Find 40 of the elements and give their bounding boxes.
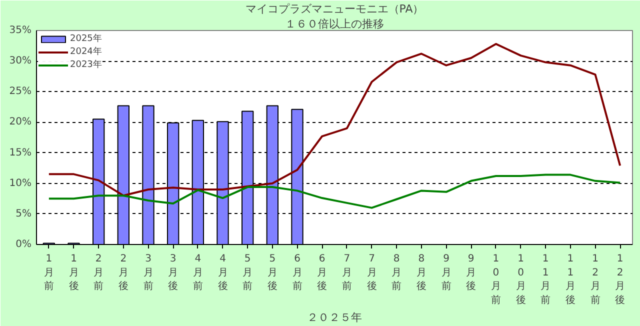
x-tick-label: 6月後 [317, 254, 328, 292]
chart-subtitle: １６０倍以上の推移 [285, 18, 384, 30]
x-tick-label: 6月前 [292, 254, 302, 292]
y-tick-label: 10% [9, 178, 32, 189]
x-tick-label: 1月前 [44, 254, 54, 292]
x-tick-label: 2月前 [94, 254, 104, 292]
x-tick-label: 12月前 [590, 254, 600, 306]
x-tick-label: 5月前 [242, 254, 253, 292]
x-axis-title: ２０２５年 [307, 310, 362, 324]
y-tick-label: 30% [9, 56, 32, 67]
x-tick-label: 11月前 [540, 254, 551, 306]
legend-label: 2023年 [70, 58, 102, 71]
y-tick-label: 35% [9, 25, 32, 36]
x-tick-label: 7月後 [366, 254, 377, 292]
x-tick-label: 11月後 [565, 254, 576, 306]
x-tick-label: 5月後 [267, 254, 278, 292]
chart-title: マイコプラズマニューモニエ（PA） [245, 2, 424, 16]
x-tick-label: 7月前 [342, 254, 352, 292]
x-tick-label: 8月前 [392, 254, 402, 292]
y-tick-label: 25% [9, 86, 32, 98]
y-tick-label: 15% [9, 147, 32, 158]
x-tick-label: 9月後 [466, 254, 476, 292]
x-tick-label: 12月後 [615, 254, 626, 306]
x-tick-label: 3月後 [168, 254, 178, 292]
x-tick-label: 9月前 [441, 254, 452, 292]
x-tick-label: 4月後 [218, 254, 228, 292]
legend-label: 2025年 [70, 32, 102, 45]
x-tick-label: 10月前 [490, 254, 501, 306]
x-tick-label: 10月後 [516, 254, 526, 306]
x-tick-label: 8月後 [416, 254, 426, 292]
line-series [48, 174, 622, 209]
y-tick-label: 5% [16, 208, 32, 220]
x-tick-label: 4月前 [192, 254, 203, 292]
line-series [48, 42, 622, 197]
y-tick-label: 0% [16, 239, 32, 250]
y-tick-label: 20% [9, 116, 32, 128]
x-tick-label: 2月後 [118, 254, 128, 292]
x-tick-label: 1月後 [68, 254, 79, 292]
legend-label: 2024年 [70, 46, 102, 58]
x-tick-label: 3月前 [143, 254, 154, 292]
